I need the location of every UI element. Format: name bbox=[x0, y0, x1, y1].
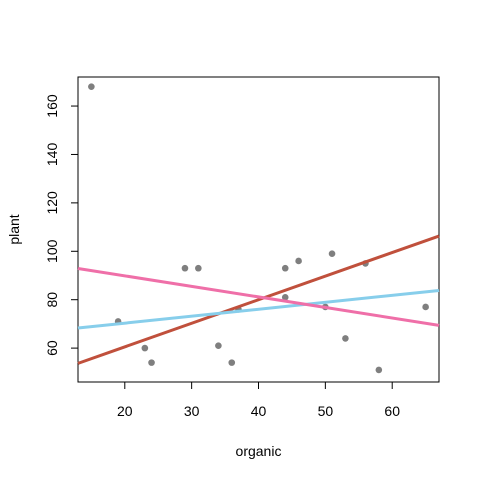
data-points bbox=[88, 83, 429, 374]
data-point bbox=[141, 344, 149, 352]
y-tick-label: 120 bbox=[44, 191, 60, 215]
fit-lines bbox=[77, 234, 440, 365]
x-axis-label: organic bbox=[236, 443, 282, 459]
x-tick-label: 60 bbox=[384, 403, 400, 419]
data-point bbox=[295, 257, 302, 265]
fit-line bbox=[77, 234, 440, 365]
data-point bbox=[281, 264, 289, 272]
data-point bbox=[342, 335, 349, 342]
data-point bbox=[181, 264, 189, 272]
x-tick-label: 50 bbox=[318, 403, 334, 419]
y-tick-label: 160 bbox=[44, 94, 60, 118]
x-tick-label: 40 bbox=[251, 403, 267, 419]
x-tick-label: 20 bbox=[117, 403, 133, 419]
fit-line bbox=[77, 289, 440, 330]
fit-line bbox=[77, 266, 440, 327]
data-point bbox=[328, 250, 336, 258]
data-point bbox=[281, 293, 289, 301]
plot-frame bbox=[77, 76, 440, 383]
y-tick-label: 100 bbox=[44, 239, 60, 263]
y-axis: 60 80 100 120 140 160 bbox=[44, 94, 79, 356]
y-tick-label: 140 bbox=[44, 143, 60, 167]
x-tick-label: 30 bbox=[184, 403, 200, 419]
y-tick-label: 60 bbox=[44, 340, 60, 356]
data-point bbox=[195, 264, 202, 272]
data-point bbox=[148, 359, 155, 366]
data-point bbox=[375, 366, 383, 374]
data-point bbox=[228, 359, 236, 366]
x-axis: 20 30 40 50 60 bbox=[117, 381, 400, 419]
y-tick-label: 80 bbox=[44, 292, 60, 308]
y-axis-label: plant bbox=[6, 214, 22, 244]
data-point bbox=[422, 303, 429, 311]
data-point bbox=[215, 342, 222, 349]
data-point bbox=[88, 83, 95, 90]
